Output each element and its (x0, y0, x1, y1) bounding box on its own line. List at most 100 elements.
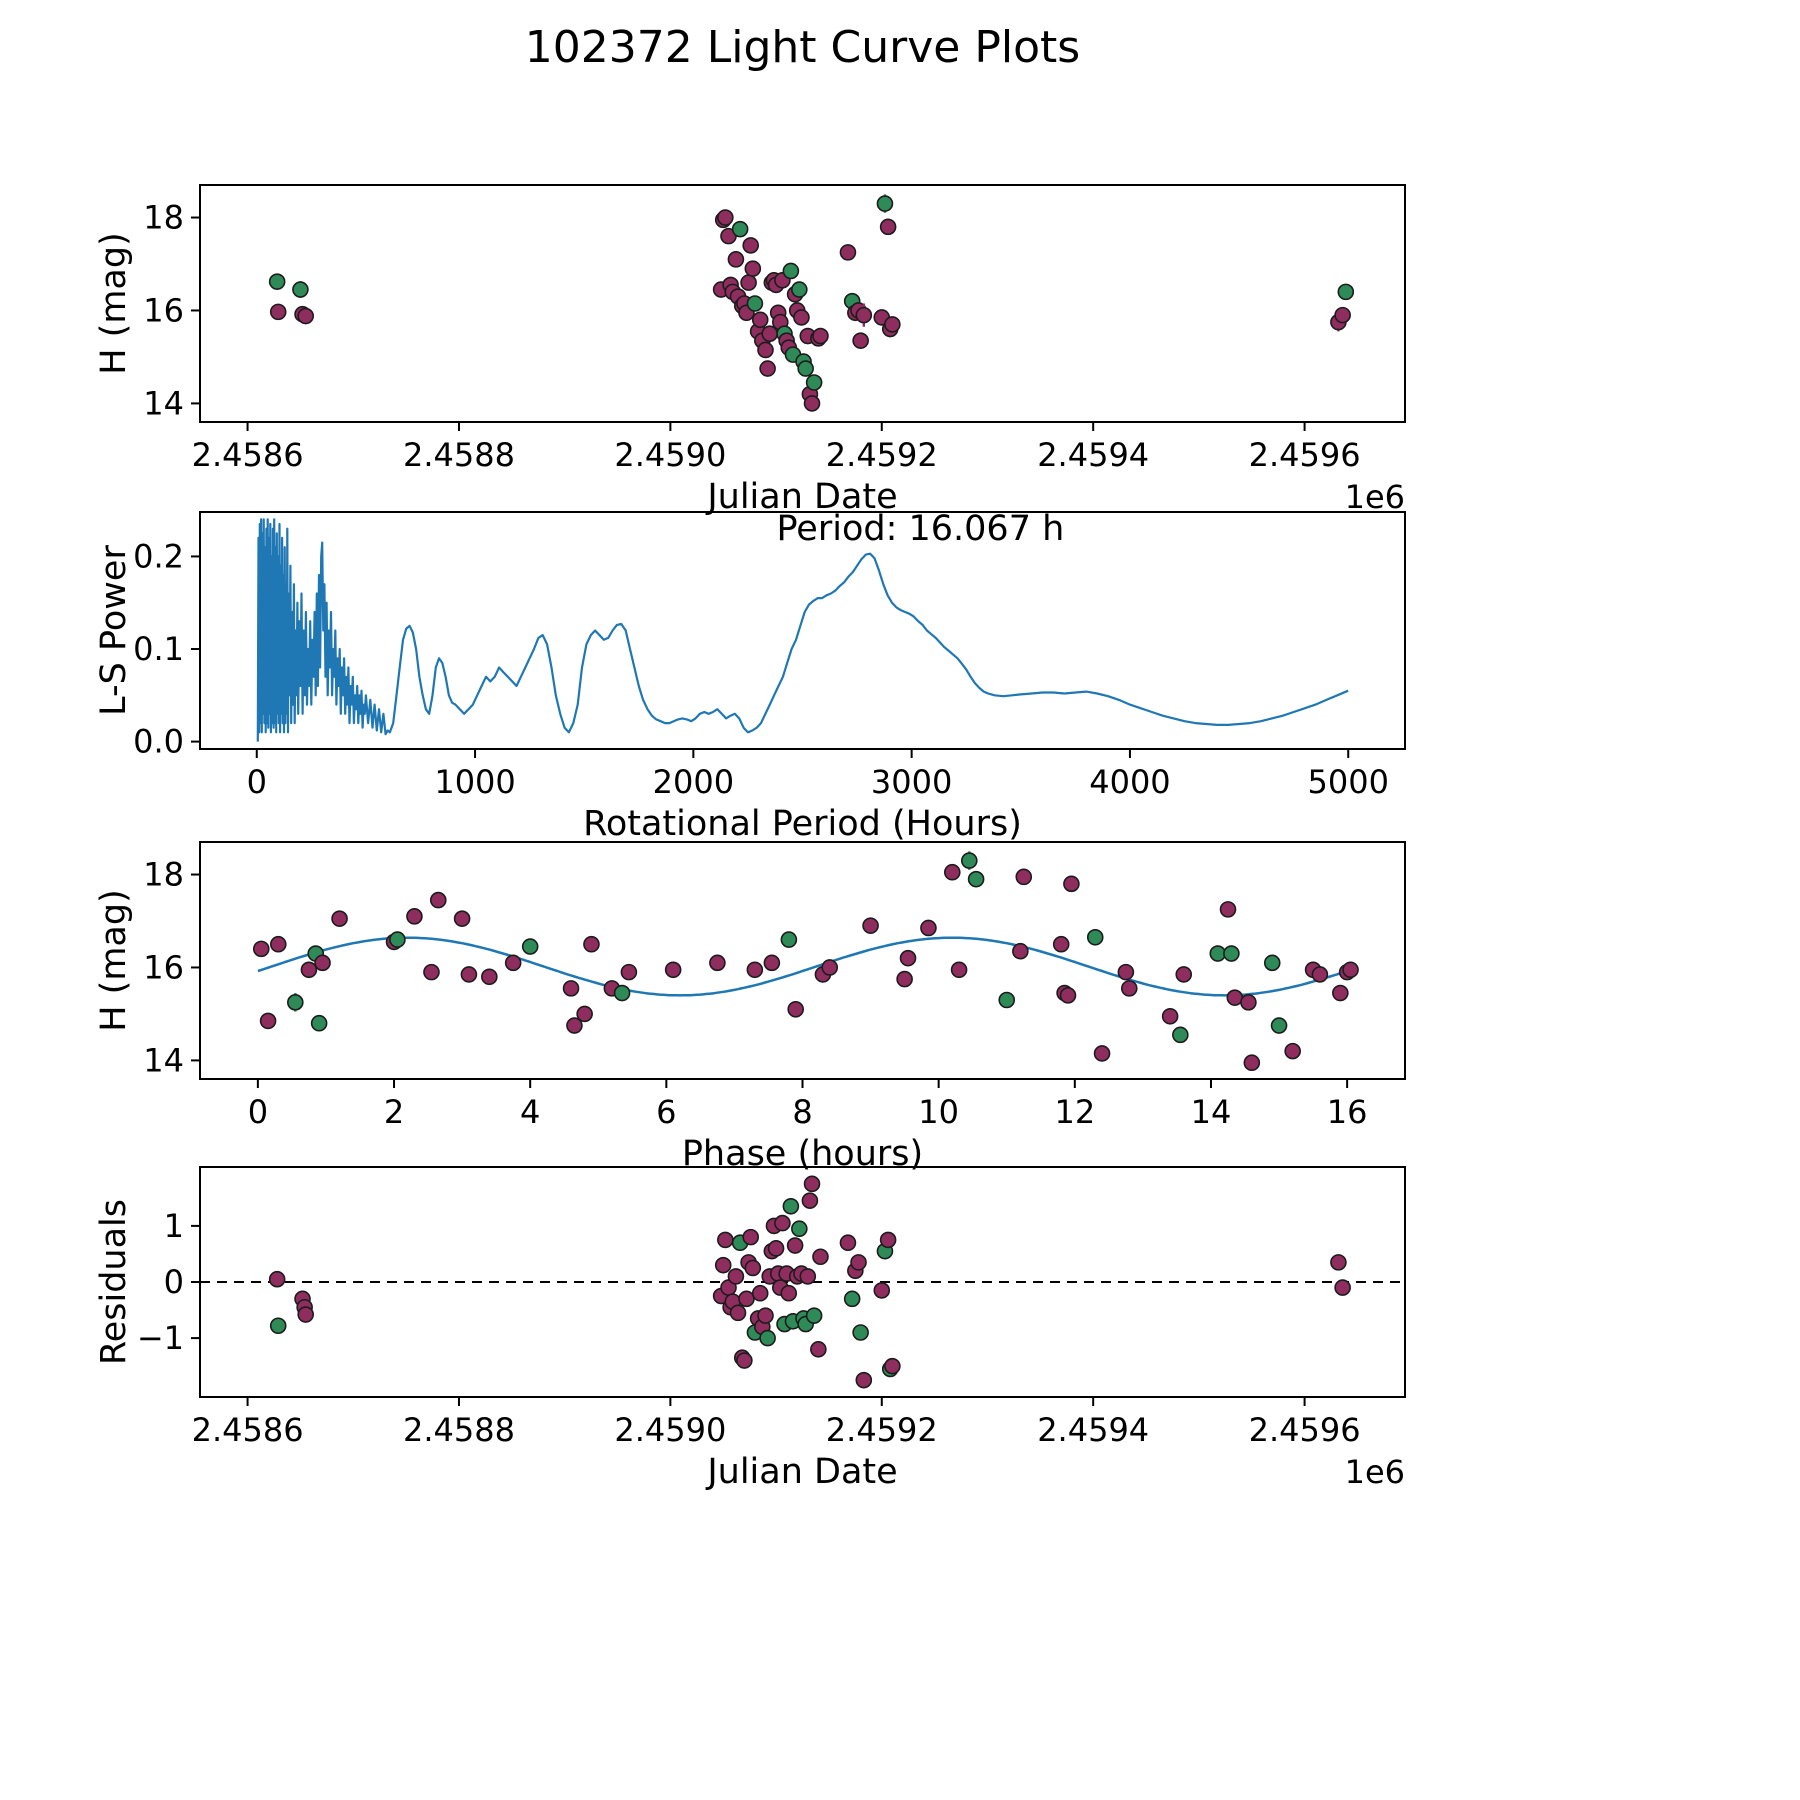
scatter-point (1015, 868, 1033, 886)
scatter-point (742, 237, 760, 254)
x-tick-label: 1000 (434, 763, 515, 801)
y-axis-label: H (mag) (94, 232, 134, 375)
scatter-point (727, 251, 745, 268)
x-tick-label: 2.4592 (826, 1411, 938, 1449)
scatter-point (742, 1228, 760, 1246)
scatter-point (729, 1304, 747, 1322)
scatter-point (717, 1231, 734, 1249)
scatter-point (504, 954, 522, 972)
y-tick-label: 18 (143, 856, 184, 894)
axes-frame (199, 841, 1406, 1080)
scatter-point (879, 1231, 897, 1249)
x-tick-label: 5000 (1308, 763, 1389, 801)
panel-periodogram: 0 1000 2000 3000 4000 5000 0.0 0.1 0.2 Rotational… (94, 509, 1406, 844)
scatter-point (292, 281, 309, 298)
y-tick-label: 0.0 (133, 723, 184, 761)
scatter-point (746, 961, 764, 979)
scatter-point (740, 274, 757, 291)
scatter-point (1334, 1279, 1351, 1296)
x-tick-label: 2.4594 (1037, 1411, 1149, 1449)
scatter-point (1270, 1017, 1288, 1034)
scatter-point (1311, 966, 1329, 983)
scatter-point (876, 195, 894, 212)
scatter-point (774, 1214, 791, 1232)
scatter-point (920, 919, 937, 937)
scatter-point (1093, 1045, 1111, 1062)
scatter-point (793, 309, 810, 326)
scatter-point (429, 891, 447, 909)
scatter-point (297, 1306, 315, 1323)
scatter-point (751, 311, 769, 329)
y-tick-label: 14 (143, 1041, 184, 1079)
scatter-point (1209, 945, 1227, 962)
scatter-point (1330, 1254, 1347, 1271)
scatter-point (803, 395, 821, 412)
scatter-point (1334, 306, 1351, 324)
scatter-point (727, 1268, 745, 1285)
scatter-point (1161, 1007, 1179, 1025)
scatter-point (852, 332, 869, 349)
scatter-point (759, 360, 776, 377)
scatter-point (855, 1371, 873, 1389)
scatter-point (1240, 994, 1257, 1011)
period-annotation: Period: 16.067 h (776, 509, 1064, 549)
scatter-point (782, 262, 800, 280)
figure-title: 102372 Light Curve Plots (524, 22, 1081, 73)
y-axis-label: L-S Power (94, 545, 134, 716)
scatter-point (763, 954, 781, 972)
scatter-point (709, 954, 726, 972)
scatter-point (1052, 935, 1070, 953)
scatter-point (576, 1005, 593, 1023)
x-tick-label: 2.4590 (614, 1411, 726, 1449)
scatter-point (873, 1282, 891, 1299)
scatter-point (1243, 1054, 1261, 1072)
scatter-point (850, 1254, 867, 1271)
x-tick-label: 4 (520, 1093, 540, 1131)
scatter-point (746, 295, 764, 312)
scatter-point (259, 1012, 277, 1030)
x-tick-label: 2.4586 (192, 1411, 304, 1449)
scatter-point (300, 961, 318, 979)
scatter-point (287, 994, 304, 1011)
scatter-point (843, 1290, 861, 1308)
scatter-point (1120, 980, 1138, 997)
x-tick-label: 4000 (1089, 763, 1170, 801)
scatter-point (1117, 963, 1135, 981)
scatter-point (481, 968, 498, 986)
scatter-point (268, 1270, 286, 1288)
scatter-point (714, 1256, 732, 1274)
scatter-point (839, 244, 857, 261)
y-tick-label: 16 (143, 948, 184, 986)
x-tick-label: 8 (792, 1093, 812, 1131)
x-tick-label: 6 (656, 1093, 676, 1131)
scatter-point (744, 260, 762, 277)
x-tick-label: 2.4590 (614, 436, 726, 474)
scatter-point (406, 908, 423, 925)
scatter-point (879, 218, 897, 236)
scatter-point (717, 209, 734, 226)
scatter-point (950, 961, 968, 979)
scatter-point (782, 1197, 800, 1215)
scatter-point (803, 1175, 821, 1193)
scatter-point (757, 1307, 774, 1324)
x-tick-label: 0 (248, 1093, 268, 1131)
scatter-point (1175, 966, 1193, 983)
scatter-point (757, 341, 774, 359)
scatter-point (862, 917, 879, 934)
scatter-point (821, 959, 839, 976)
scatter-point (812, 327, 829, 345)
scatter-point (759, 1329, 776, 1347)
scatter-point (744, 1259, 762, 1277)
scatter-point (810, 1341, 827, 1358)
scatter-point (453, 910, 471, 927)
x-tick-label: 2.4596 (1249, 1411, 1361, 1449)
scatter-point (310, 1014, 328, 1032)
scatter-point (1342, 961, 1359, 979)
x-tick-label: 10 (918, 1093, 959, 1131)
axes-frame (199, 184, 1406, 423)
scatter-point (521, 938, 539, 955)
scatter-point (805, 374, 823, 391)
x-tick-label: 12 (1054, 1093, 1095, 1131)
